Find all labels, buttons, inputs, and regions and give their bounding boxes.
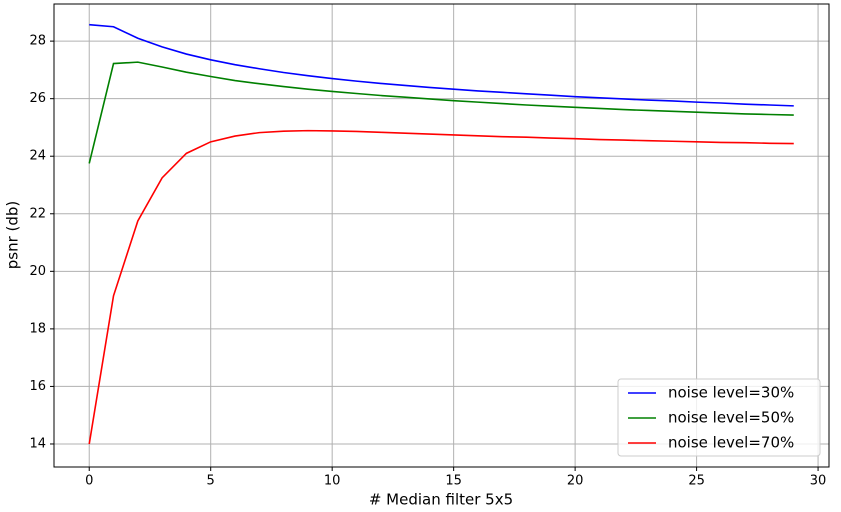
x-tick-label: 5 — [207, 474, 215, 489]
x-tick-label: 0 — [85, 474, 93, 489]
x-tick-label: 30 — [810, 474, 827, 489]
legend-label: noise level=30% — [668, 384, 794, 402]
legend-label: noise level=50% — [668, 409, 794, 427]
y-tick-label: 22 — [29, 206, 46, 221]
y-axis-label: psnr (db) — [4, 201, 22, 270]
x-tick-label: 20 — [567, 474, 584, 489]
legend-box — [617, 378, 821, 457]
data-line — [88, 61, 794, 164]
plot-frame — [53, 3, 830, 468]
data-line — [89, 23, 794, 107]
legend-label: noise level=70% — [668, 434, 794, 452]
y-tick-label: 20 — [29, 264, 46, 279]
y-tick-label: 26 — [29, 91, 46, 106]
x-tick-label: 10 — [324, 474, 341, 489]
y-tick-label: 28 — [29, 34, 46, 49]
y-tick-label: 14 — [29, 436, 46, 451]
data-line — [88, 129, 794, 445]
x-tick-label: 25 — [688, 474, 705, 489]
y-tick-label: 18 — [29, 321, 46, 336]
y-tick-label: 16 — [29, 379, 46, 394]
y-tick-label: 24 — [29, 149, 46, 164]
x-tick-label: 15 — [445, 474, 462, 489]
x-axis-label: # Median filter 5x5 — [369, 491, 513, 509]
